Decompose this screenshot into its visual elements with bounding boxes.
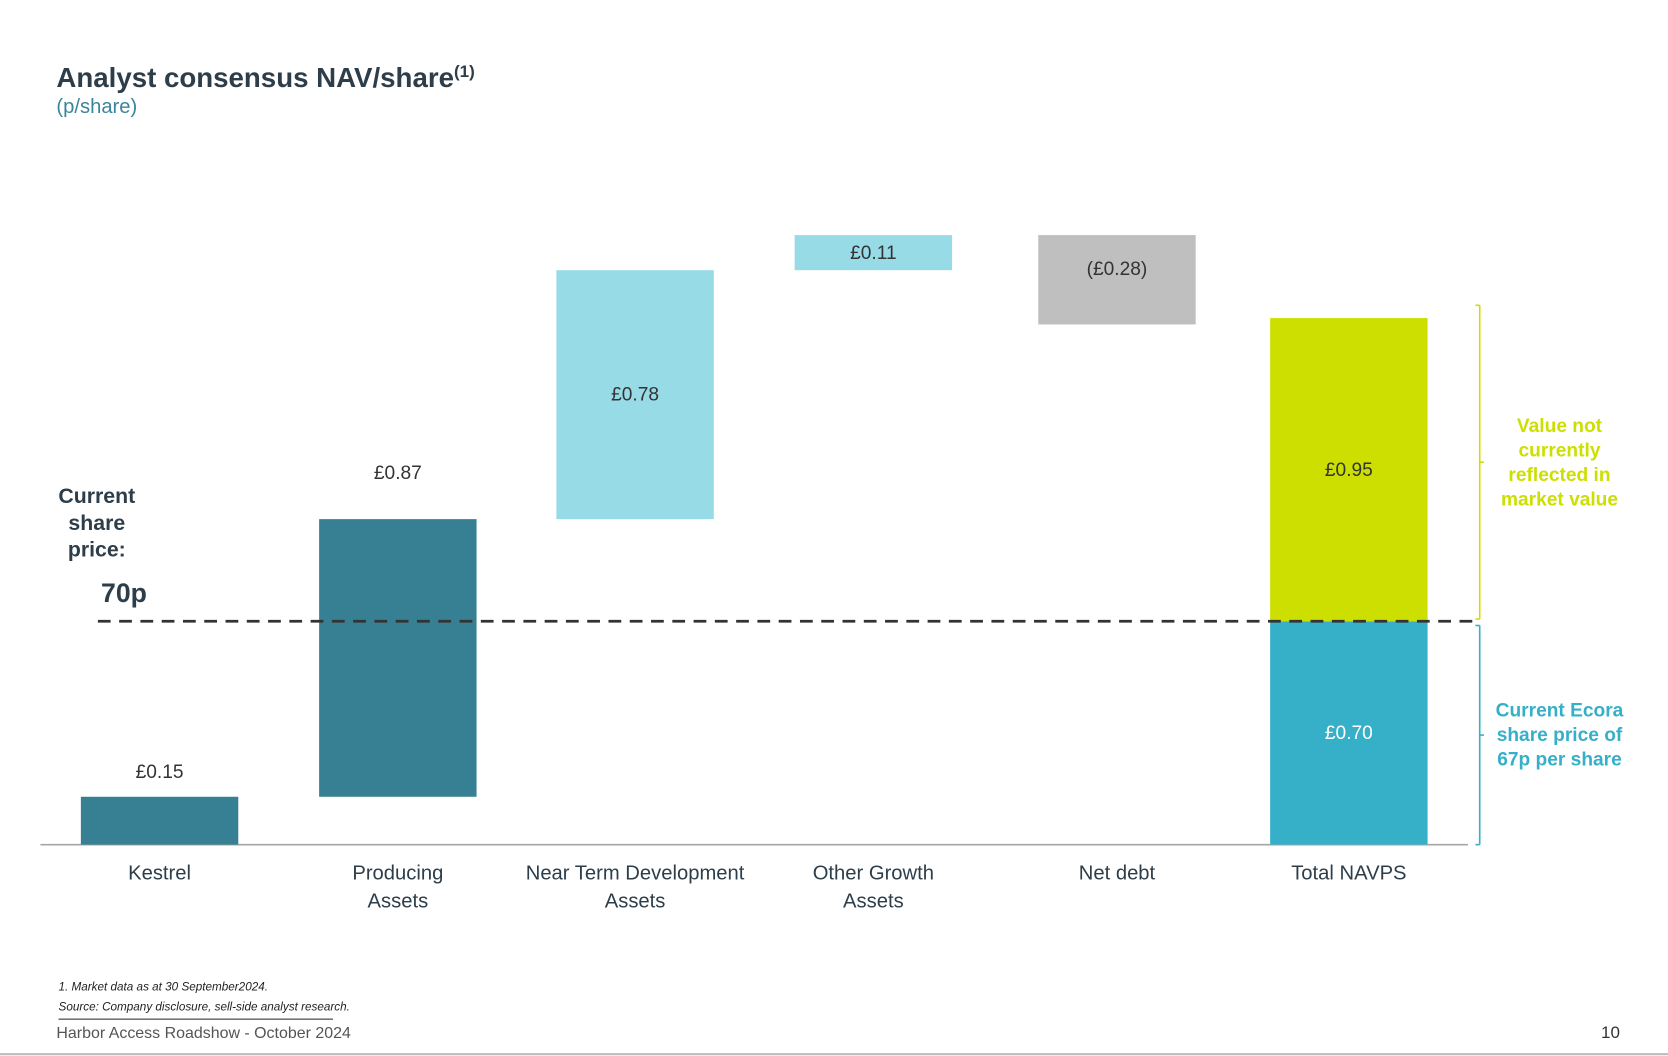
x-tick-label: Other Growth Assets [812, 862, 935, 913]
title-superscript: (1) [453, 63, 475, 82]
value-label: £0.87 [373, 462, 422, 484]
footnote: Source: Company disclosure, sell-side an… [58, 1001, 350, 1014]
value-label: £0.11 [850, 241, 897, 263]
bar [80, 796, 239, 845]
x-tick-label: Total NAVPS [1291, 862, 1407, 886]
bracket-note: Value not currently reflected in market … [1500, 414, 1619, 510]
bar [319, 519, 477, 797]
bar [1038, 235, 1196, 325]
value-label: £0.95 [1324, 458, 1373, 480]
footnote: 1. Market data as at 30 September2024. [58, 980, 268, 994]
value-label: £0.15 [135, 761, 184, 783]
footer: Harbor Access Roadshow - October 2024 [56, 1024, 351, 1043]
bar [556, 270, 714, 520]
bar [794, 235, 953, 271]
total-segment [1270, 318, 1428, 622]
x-tick-label: Near Term Development Assets [525, 862, 745, 913]
chart-subtitle: (p/share) [56, 95, 138, 119]
x-tick-label: Producing Assets [352, 862, 444, 913]
total-segment [1270, 621, 1428, 845]
bracket-note: Current Ecora share price of 67p per sha… [1495, 699, 1624, 770]
x-tick-label: Net debt [1078, 862, 1156, 886]
value-label: £0.70 [1324, 721, 1373, 744]
value-label: £0.78 [611, 383, 660, 405]
value-label: (£0.28) [1086, 257, 1148, 280]
chart-title: Analyst consensus NAV/share [56, 61, 454, 94]
chart-title-wrap: Analyst consensus NAV/share(1) [56, 62, 474, 95]
reference-value-label: 70p [101, 578, 147, 609]
reference-label: Current share price: [58, 485, 136, 562]
x-tick-label: Kestrel [128, 862, 192, 886]
page-number: 10 [1600, 1024, 1620, 1043]
